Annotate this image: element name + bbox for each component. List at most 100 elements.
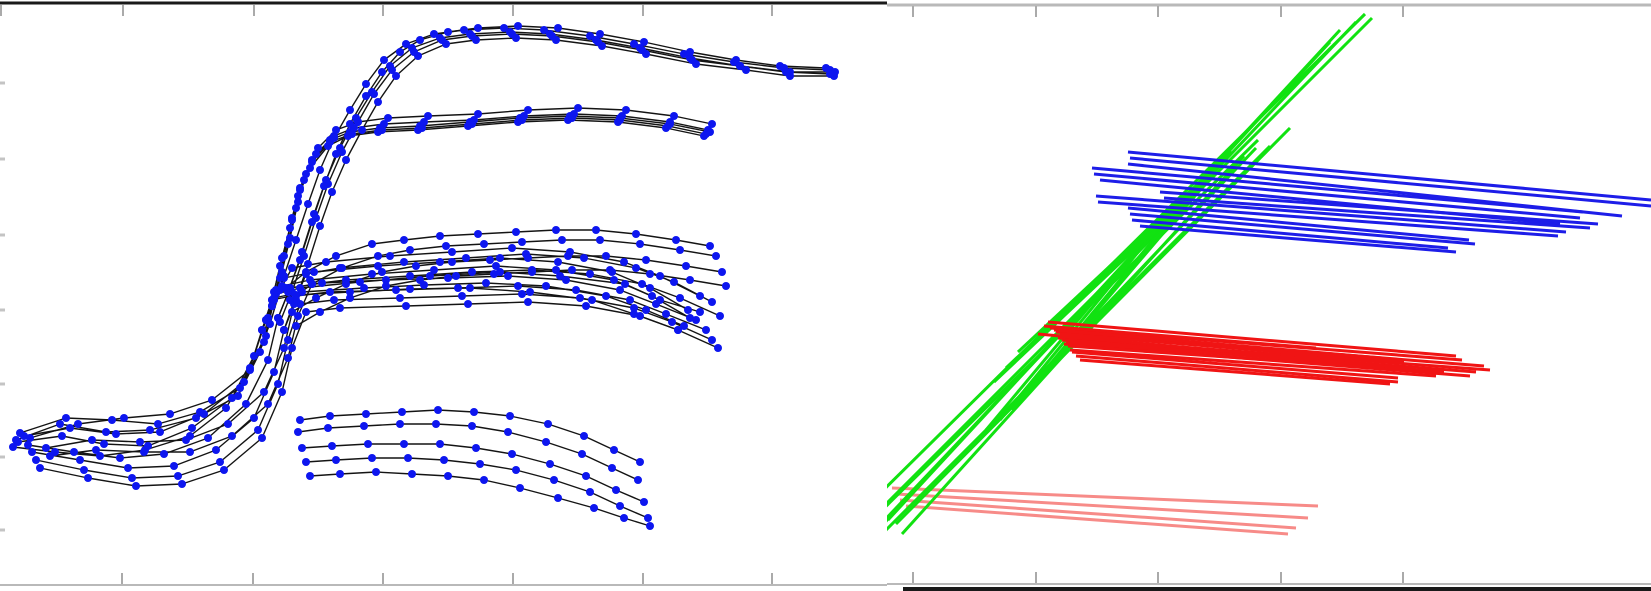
trajectory-node-marker bbox=[74, 420, 82, 428]
trajectory-node-marker bbox=[432, 420, 440, 428]
trajectory-node-marker bbox=[296, 416, 304, 424]
trajectory-node-marker bbox=[668, 318, 676, 326]
trajectory-node-marker bbox=[342, 280, 350, 288]
trajectory-node-marker bbox=[434, 406, 442, 414]
trajectory-node-marker bbox=[732, 56, 740, 64]
trajectory-node-marker bbox=[638, 46, 646, 54]
trajectory-node-marker bbox=[702, 130, 710, 138]
trajectory-path bbox=[287, 25, 827, 293]
trajectory-node-marker bbox=[550, 476, 558, 484]
segment-red bbox=[1069, 348, 1437, 378]
trajectory-node-marker bbox=[608, 464, 616, 472]
trajectory-node-marker bbox=[56, 420, 64, 428]
trajectory-node-marker bbox=[292, 236, 300, 244]
trajectory-node-marker bbox=[338, 264, 346, 272]
trajectory-node-marker bbox=[308, 280, 316, 288]
trajectory-node-marker bbox=[596, 236, 604, 244]
trajectory-node-marker bbox=[262, 316, 270, 324]
trajectory-node-marker bbox=[676, 246, 684, 254]
trajectory-node-marker bbox=[574, 104, 582, 112]
trajectory-node-marker bbox=[554, 258, 562, 266]
trajectory-node-marker bbox=[632, 264, 640, 272]
trajectory-node-marker bbox=[100, 440, 108, 448]
trajectory-node-marker bbox=[200, 410, 208, 418]
trajectory-node-marker bbox=[416, 36, 424, 44]
trajectory-node-marker bbox=[188, 424, 196, 432]
trajectory-node-marker bbox=[562, 276, 570, 284]
trajectory-node-marker bbox=[436, 232, 444, 240]
segment-blue bbox=[1093, 172, 1581, 220]
trajectory-node-marker bbox=[436, 258, 444, 266]
trajectory-node-marker bbox=[396, 48, 404, 56]
trajectory-node-marker bbox=[444, 274, 452, 282]
trajectory-node-marker bbox=[518, 238, 526, 246]
trajectory-node-marker bbox=[410, 48, 418, 56]
trajectory-node-marker bbox=[360, 422, 368, 430]
trajectory-node-marker bbox=[284, 354, 292, 362]
trajectory-node-marker bbox=[294, 198, 302, 206]
trajectory-node-marker bbox=[404, 454, 412, 462]
trajectory-node-marker bbox=[368, 454, 376, 462]
trajectory-node-marker bbox=[382, 276, 390, 284]
trajectory-node-marker bbox=[616, 502, 624, 510]
segment-red bbox=[1071, 350, 1399, 380]
trajectory-node-marker bbox=[568, 114, 576, 122]
trajectory-node-marker bbox=[642, 256, 650, 264]
trajectory-node-marker bbox=[426, 272, 434, 280]
trajectory-node-marker bbox=[286, 224, 294, 232]
trajectory-node-marker bbox=[506, 412, 514, 420]
trajectory-node-marker bbox=[346, 106, 354, 114]
trajectory-node-marker bbox=[708, 120, 716, 128]
trajectory-node-marker bbox=[458, 292, 466, 300]
trajectory-node-marker bbox=[302, 170, 310, 178]
trajectory-node-marker bbox=[504, 428, 512, 436]
trajectory-node-marker bbox=[602, 252, 610, 260]
trajectory-node-marker bbox=[594, 38, 602, 46]
trajectory-node-marker bbox=[326, 288, 334, 296]
trajectory-node-marker bbox=[304, 200, 312, 208]
trajectory-node-marker bbox=[518, 290, 526, 298]
trajectory-node-marker bbox=[586, 32, 594, 40]
trajectory-node-marker bbox=[526, 288, 534, 296]
trajectory-node-marker bbox=[718, 268, 726, 276]
trajectory-node-marker bbox=[246, 366, 254, 374]
trajectory-node-marker bbox=[258, 434, 266, 442]
trajectory-node-marker bbox=[220, 466, 228, 474]
trajectory-node-marker bbox=[330, 134, 338, 142]
trajectory-node-marker bbox=[116, 454, 124, 462]
trajectory-node-marker bbox=[170, 462, 178, 470]
trajectory-node-marker bbox=[474, 110, 482, 118]
trajectory-node-marker bbox=[516, 484, 524, 492]
trajectory-node-marker bbox=[154, 420, 162, 428]
trajectory-node-marker bbox=[640, 498, 648, 506]
trajectory-node-marker bbox=[240, 378, 248, 386]
trajectory-node-marker bbox=[782, 68, 790, 76]
trajectory-node-marker bbox=[378, 126, 386, 134]
trajectory-node-marker bbox=[444, 28, 452, 36]
trajectory-node-marker bbox=[468, 120, 476, 128]
trajectory-node-marker bbox=[620, 514, 628, 522]
trajectory-node-marker bbox=[384, 114, 392, 122]
trajectory-node-marker bbox=[374, 262, 382, 270]
trajectory-node-marker bbox=[32, 456, 40, 464]
trajectory-node-marker bbox=[360, 284, 368, 292]
trajectory-node-marker bbox=[306, 472, 314, 480]
trajectory-node-marker bbox=[212, 446, 220, 454]
trajectory-node-marker bbox=[480, 240, 488, 248]
trajectory-node-marker bbox=[362, 92, 370, 100]
trajectory-node-marker bbox=[702, 326, 710, 334]
trajectory-node-marker bbox=[548, 32, 556, 40]
trajectory-node-marker bbox=[524, 106, 532, 114]
trajectory-node-marker bbox=[616, 286, 624, 294]
trajectory-node-marker bbox=[636, 240, 644, 248]
trajectory-node-marker bbox=[684, 306, 692, 314]
trajectory-node-marker bbox=[546, 460, 554, 468]
trajectory-node-marker bbox=[572, 286, 580, 294]
trajectory-node-marker bbox=[136, 438, 144, 446]
segment-red bbox=[1067, 344, 1445, 374]
trajectory-node-marker bbox=[328, 188, 336, 196]
trajectory-node-marker bbox=[330, 296, 338, 304]
trajectory-node-marker bbox=[648, 292, 656, 300]
trajectory-node-marker bbox=[508, 244, 516, 252]
trajectory-node-marker bbox=[156, 428, 164, 436]
